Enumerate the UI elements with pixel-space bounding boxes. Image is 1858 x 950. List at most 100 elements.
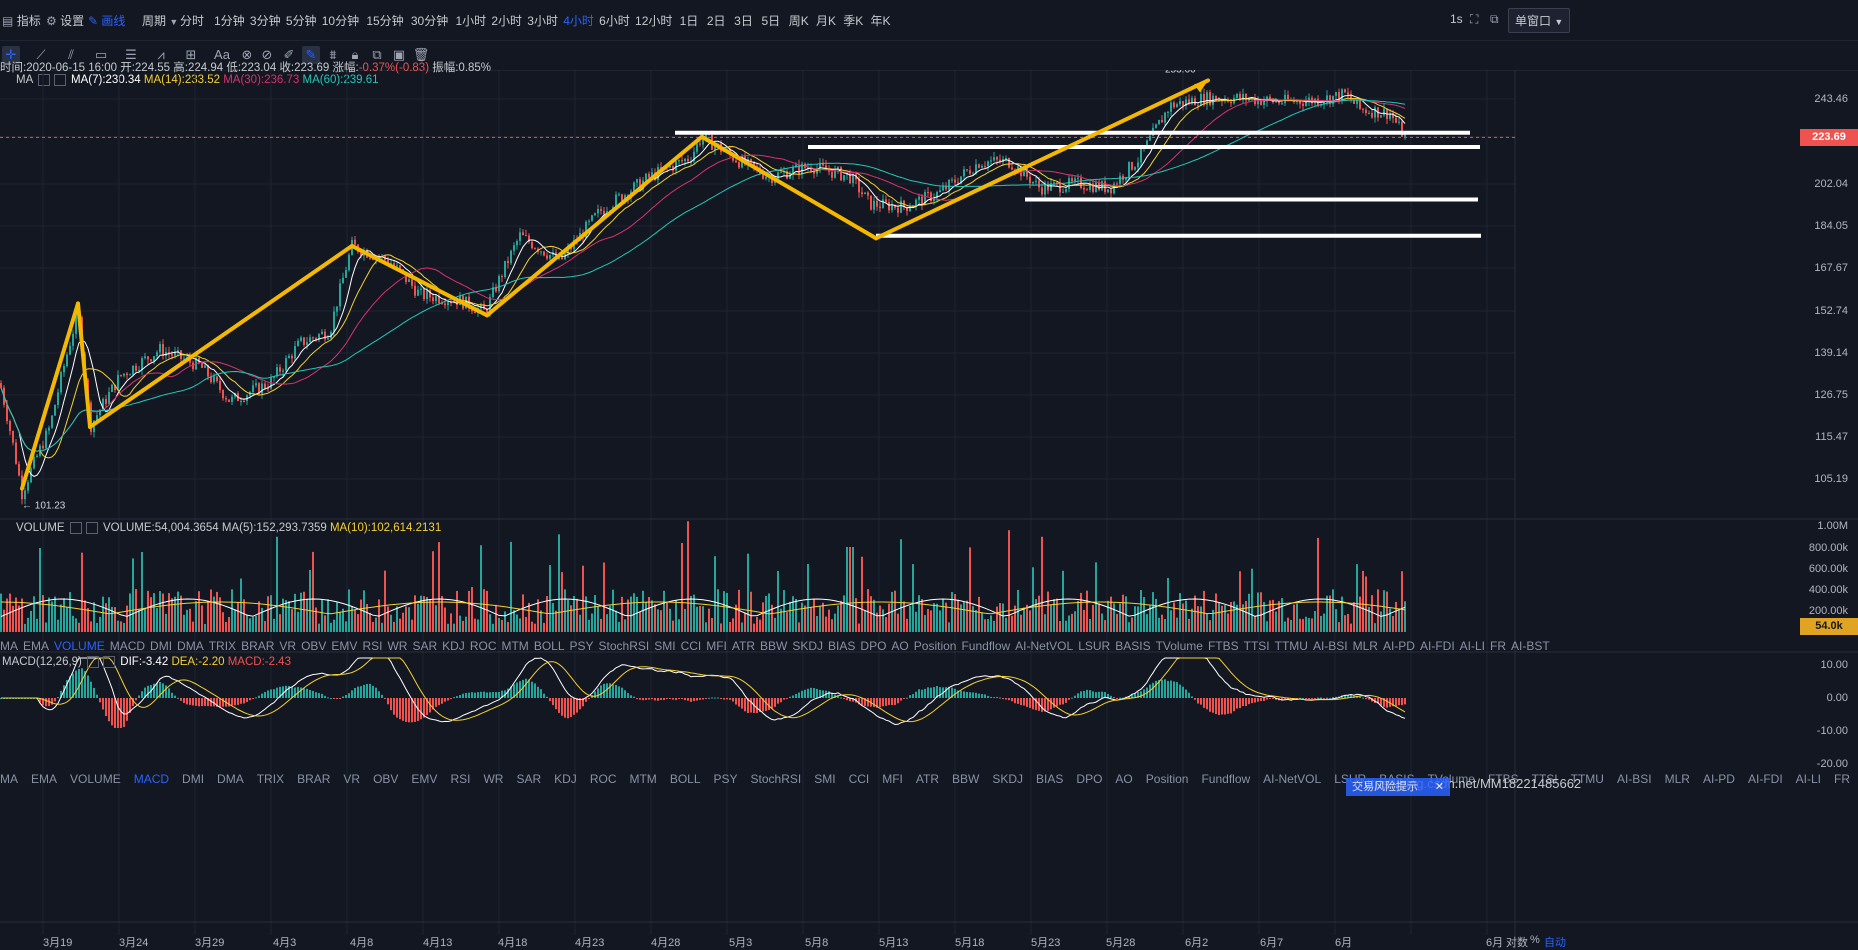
indicator-tab-fundflow[interactable]: Fundflow xyxy=(961,639,1011,653)
indicator-tab-ao[interactable]: AO xyxy=(891,639,909,653)
indicator-tab-dmi[interactable]: DMI xyxy=(150,639,173,653)
indicator-tab-ai-bst[interactable]: AI-BST xyxy=(1511,639,1550,653)
horizontal-lines-icon[interactable]: ☰ xyxy=(125,47,137,62)
indicator-tab-roc[interactable]: ROC xyxy=(469,639,497,653)
fullscreen-icon[interactable]: ⛶ xyxy=(1470,12,1479,26)
settings-icon[interactable] xyxy=(87,656,100,668)
percent-toggle[interactable]: % xyxy=(1530,934,1540,946)
indicator-tab-ai-li[interactable]: AI-LI xyxy=(1795,772,1821,786)
screenshot-icon[interactable]: ⧉ xyxy=(1490,12,1499,26)
indicator-tab-ttsi[interactable]: TTSI xyxy=(1243,639,1270,653)
indicator-tab-ai-bsi[interactable]: AI-BSI xyxy=(1312,639,1348,653)
indicator-tab-atr[interactable]: ATR xyxy=(915,772,940,786)
indicator-tab-vr[interactable]: VR xyxy=(343,772,361,786)
period-16[interactable]: 5日 xyxy=(761,14,781,28)
indicator-tab-mtm[interactable]: MTM xyxy=(629,772,657,786)
indicator-tab-cci[interactable]: CCI xyxy=(848,772,870,786)
indicator-tab-skdj[interactable]: SKDJ xyxy=(792,639,824,653)
trash-icon[interactable]: 🗑︎ xyxy=(412,47,430,62)
indicator-tab-ema[interactable]: EMA xyxy=(31,772,58,786)
auto-scale-toggle[interactable]: 自动 xyxy=(1544,937,1566,949)
parallel-line-icon[interactable]: ⫽ xyxy=(68,47,74,62)
indicator-tab-brar[interactable]: BRAR xyxy=(297,772,331,786)
close-icon[interactable] xyxy=(53,74,66,86)
rectangle-icon[interactable]: ▭ xyxy=(94,47,108,62)
period-2[interactable]: 3分钟 xyxy=(249,14,281,28)
indicator-tab-ai-li[interactable]: AI-LI xyxy=(1459,639,1485,653)
indicator-tab-ttmu[interactable]: TTMU xyxy=(1570,772,1604,786)
period-8[interactable]: 2小时 xyxy=(491,14,523,28)
indicator-tab-rsi[interactable]: RSI xyxy=(450,772,471,786)
period-10[interactable]: 4小时 xyxy=(563,14,594,28)
trend-line-icon[interactable]: ⟋ xyxy=(36,47,46,62)
indicator-tab-lsur[interactable]: LSUR xyxy=(1078,639,1111,653)
indicator-tab-skdj[interactable]: SKDJ xyxy=(992,772,1024,786)
indicator-tab-bias[interactable]: BIAS xyxy=(1036,772,1064,786)
indicator-tab-ai-fdi[interactable]: AI-FDI xyxy=(1747,772,1783,786)
period-13[interactable]: 1日 xyxy=(679,14,699,28)
period-11[interactable]: 6小时 xyxy=(599,14,630,28)
indicator-tab-ai-pd[interactable]: AI-PD xyxy=(1702,772,1735,786)
indicator-tab-bbw[interactable]: BBW xyxy=(952,772,980,786)
ruler-icon[interactable]: ✐ xyxy=(283,47,295,62)
period-7[interactable]: 1小时 xyxy=(455,14,487,28)
indicator-tab-dpo[interactable]: DPO xyxy=(860,639,887,653)
indicator-tab-roc[interactable]: ROC xyxy=(589,772,617,786)
indicator-tab-mlr[interactable]: MLR xyxy=(1664,772,1690,786)
settings-icon[interactable] xyxy=(69,522,82,534)
risk-popup[interactable]: 交易风险提示 ✕ xyxy=(1346,778,1450,796)
indicator-tab-volume[interactable]: VOLUME xyxy=(70,772,121,786)
period-17[interactable]: 周K xyxy=(788,14,809,28)
indicator-tab-bias[interactable]: BIAS xyxy=(828,639,856,653)
text-icon[interactable]: Aa xyxy=(214,47,230,62)
indicator-tab-volume[interactable]: VOLUME xyxy=(54,639,105,653)
indicator-tab-ai-fdi[interactable]: AI-FDI xyxy=(1419,639,1455,653)
period-dropdown[interactable]: 周期 ▼ xyxy=(142,14,179,28)
indicator-tab-tvolume[interactable]: TVolume xyxy=(1155,639,1203,653)
indicator-tab-wr[interactable]: WR xyxy=(387,639,408,653)
indicator-tab-ao[interactable]: AO xyxy=(1115,772,1133,786)
indicator-tab-basis[interactable]: BASIS xyxy=(1115,639,1151,653)
measure-icon[interactable]: ⩩ xyxy=(329,47,337,62)
drawing-button[interactable]: ✎ 画线 xyxy=(88,14,126,28)
indicator-tab-sar[interactable]: SAR xyxy=(516,772,542,786)
indicator-tab-psy[interactable]: PSY xyxy=(713,772,738,786)
indicator-tab-ma[interactable]: MA xyxy=(0,639,18,653)
indicator-tab-wr[interactable]: WR xyxy=(483,772,504,786)
indicator-tab-fr[interactable]: FR xyxy=(1490,639,1506,653)
indicator-tab-kdj[interactable]: KDJ xyxy=(442,639,465,653)
window-mode-select[interactable]: 单窗口 ▼ xyxy=(1508,8,1571,33)
indicator-tab-ttsi[interactable]: TTSI xyxy=(1531,772,1558,786)
indicator-tab-ttmu[interactable]: TTMU xyxy=(1274,639,1308,653)
indicator-tab-trix[interactable]: TRIX xyxy=(208,639,237,653)
visibility-icon[interactable]: ▣ xyxy=(392,47,406,62)
pattern-icon[interactable]: ⊗ xyxy=(241,47,253,62)
indicator-tab-mtm[interactable]: MTM xyxy=(501,639,529,653)
period-1[interactable]: 1分钟 xyxy=(214,14,245,28)
indicator-tab-dpo[interactable]: DPO xyxy=(1076,772,1103,786)
indicator-tab-kdj[interactable]: KDJ xyxy=(554,772,577,786)
indicator-tab-ftbs[interactable]: FTBS xyxy=(1487,772,1519,786)
indicator-tab-smi[interactable]: SMI xyxy=(654,639,676,653)
indicator-tab-ftbs[interactable]: FTBS xyxy=(1207,639,1239,653)
indicator-tab-stochrsi[interactable]: StochRSI xyxy=(598,639,650,653)
log-scale-toggle[interactable]: 对数 xyxy=(1506,937,1528,949)
indicator-tab-boll[interactable]: BOLL xyxy=(533,639,565,653)
indicator-tab-mfi[interactable]: MFI xyxy=(706,639,727,653)
indicator-tab-cci[interactable]: CCI xyxy=(680,639,702,653)
indicator-tab-ai-bsi[interactable]: AI-BSI xyxy=(1616,772,1652,786)
indicator-tab-brar[interactable]: BRAR xyxy=(241,639,275,653)
period-18[interactable]: 月K xyxy=(816,14,837,28)
wave-icon[interactable]: ⩘ xyxy=(157,47,165,62)
indicator-tab-ai-netvol[interactable]: AI-NetVOL xyxy=(1263,772,1322,786)
period-4[interactable]: 10分钟 xyxy=(321,14,360,28)
indicator-tab-ai-netvol[interactable]: AI-NetVOL xyxy=(1015,639,1074,653)
indicator-tab-dmi[interactable]: DMI xyxy=(182,772,205,786)
indicator-tab-bbw[interactable]: BBW xyxy=(760,639,788,653)
indicator-tab-dma[interactable]: DMA xyxy=(177,639,204,653)
period-3[interactable]: 5分钟 xyxy=(285,14,317,28)
indicator-tab-boll[interactable]: BOLL xyxy=(669,772,701,786)
indicator-tab-macd[interactable]: MACD xyxy=(109,639,146,653)
indicator-tab-psy[interactable]: PSY xyxy=(569,639,594,653)
indicator-tab-mfi[interactable]: MFI xyxy=(882,772,903,786)
